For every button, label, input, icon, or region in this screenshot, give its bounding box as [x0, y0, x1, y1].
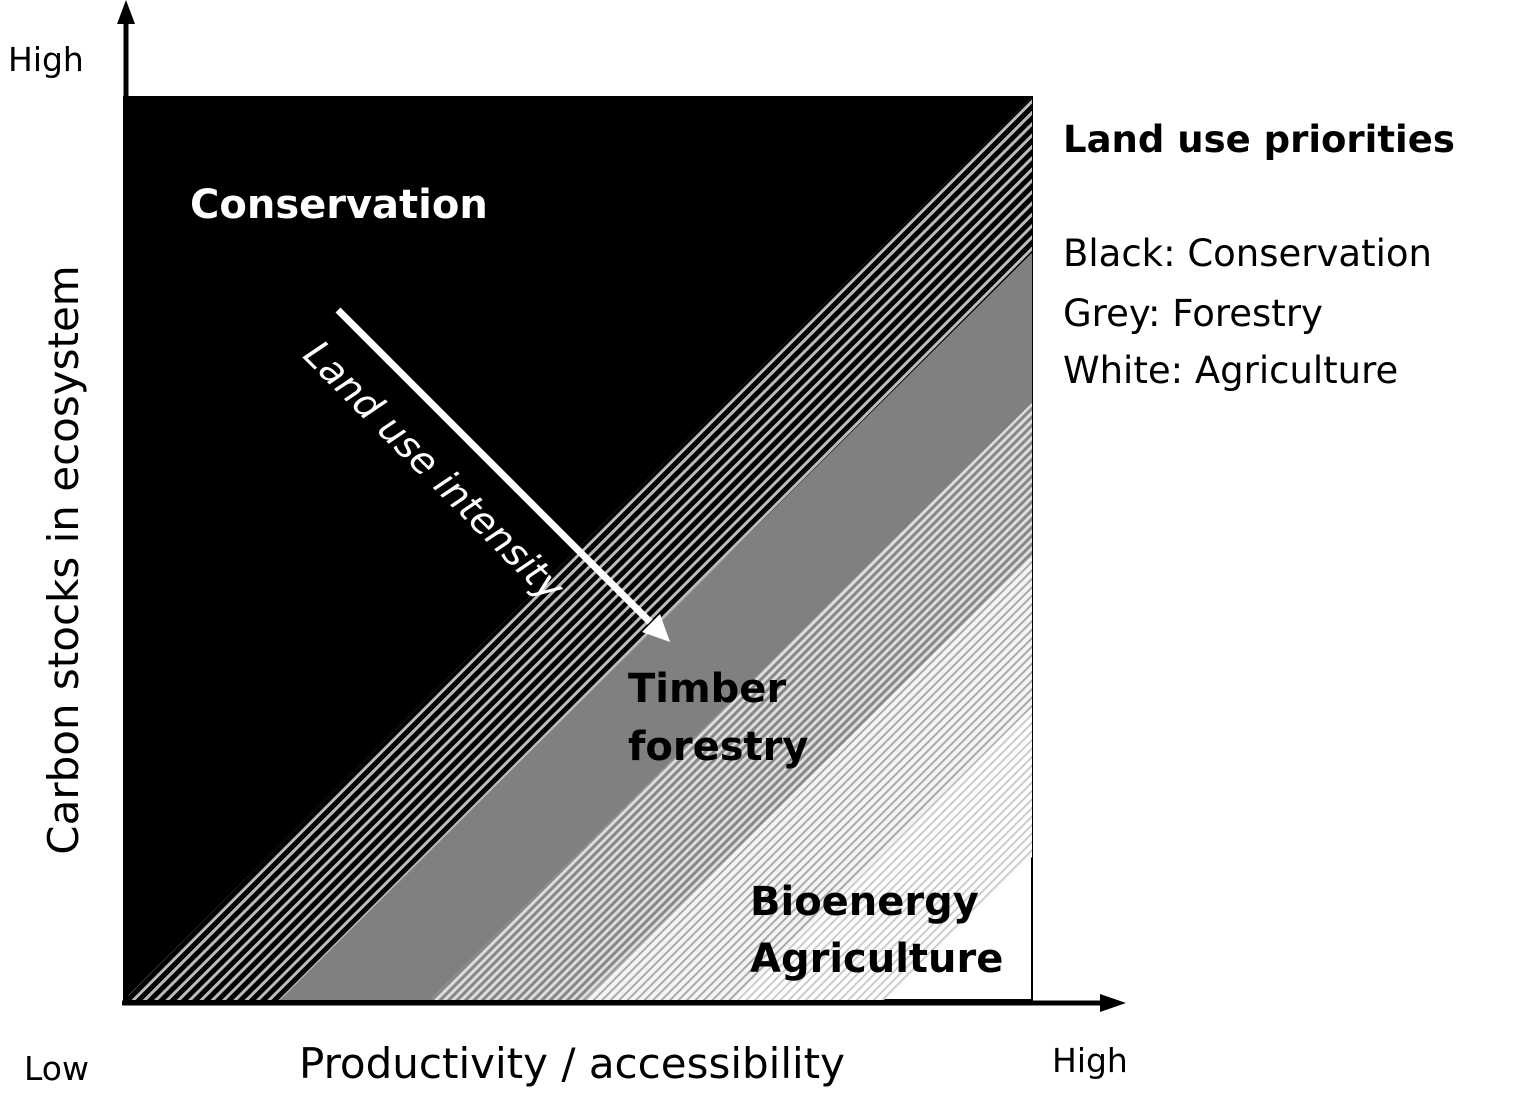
x-low: Low [24, 1049, 89, 1088]
bioenergy-label: Bioenergy [750, 879, 979, 925]
x-high: High [1052, 1041, 1128, 1080]
y-arrowhead [117, 0, 135, 24]
bioenergy-label: Agriculture [750, 936, 1003, 982]
y-label: Carbon stocks in ecosystem [39, 265, 88, 854]
x-arrowhead [1100, 994, 1126, 1012]
timber-label: forestry [628, 724, 808, 770]
legend-item: White: Agriculture [1063, 349, 1398, 392]
legend-item: Grey: Forestry [1063, 292, 1323, 335]
band-hatch-light [584, 557, 1032, 1000]
x-label: Productivity / accessibility [299, 1039, 845, 1088]
intensity-arrow [335, 307, 653, 625]
legend-title: Land use priorities [1063, 118, 1455, 161]
band-hatch-pale [734, 707, 1032, 1000]
timber-label: Timber [628, 666, 786, 712]
intensity-arrowhead [642, 614, 670, 642]
band-hatch-mid [430, 403, 1032, 1000]
y-high: High [8, 40, 84, 79]
legend-item: Black: Conservation [1063, 232, 1432, 275]
conservation-label: Conservation [190, 182, 488, 228]
